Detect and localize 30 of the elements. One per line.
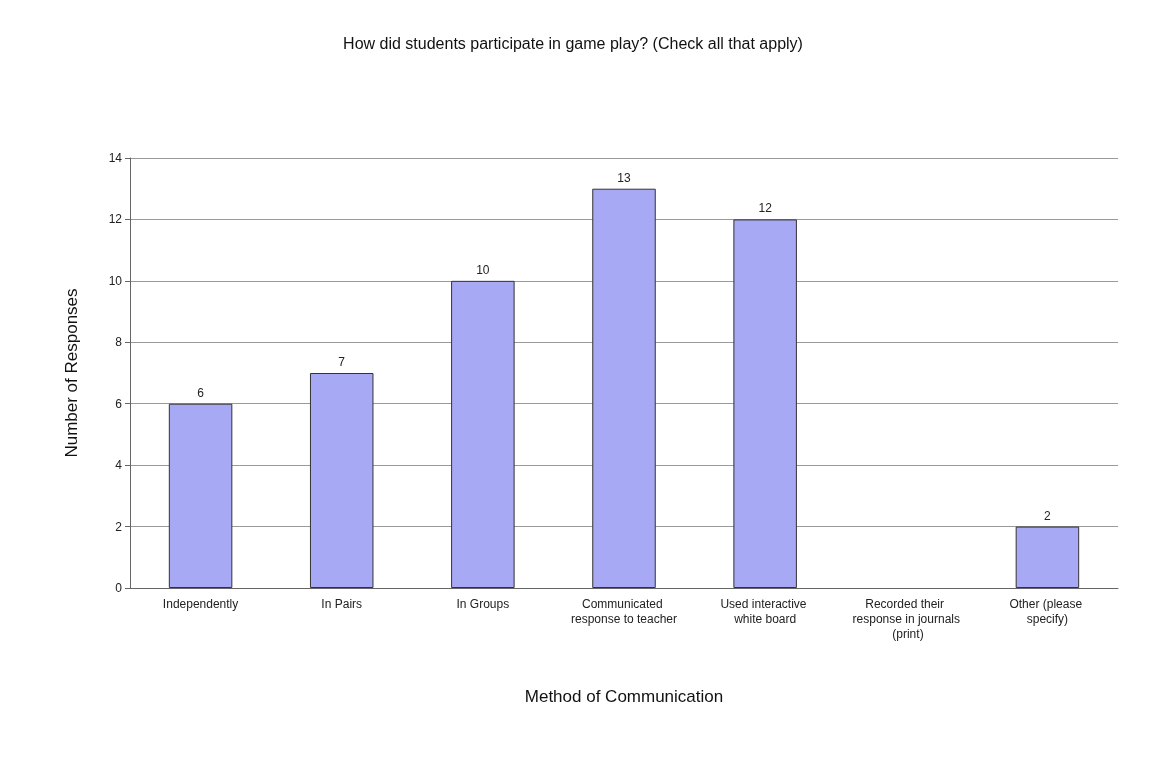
x-tick-label: Recorded their response in journals (print) bbox=[852, 596, 960, 641]
x-tick-label: Independently bbox=[162, 596, 239, 611]
bar bbox=[1015, 526, 1080, 588]
y-tick-label: 8 bbox=[115, 335, 123, 350]
data-label: 13 bbox=[617, 170, 631, 185]
y-tick-label: 2 bbox=[115, 519, 123, 534]
x-tick-label: In Pairs bbox=[321, 596, 363, 611]
data-label: 2 bbox=[1044, 508, 1052, 523]
y-axis-title: Number of Responses bbox=[62, 288, 81, 458]
y-tick-label: 12 bbox=[108, 212, 123, 227]
bar bbox=[733, 219, 797, 588]
bar bbox=[309, 373, 374, 588]
y-tick-label: 4 bbox=[115, 458, 123, 473]
x-tick-label: Used interactive white board bbox=[720, 596, 810, 626]
bar bbox=[592, 188, 656, 588]
data-label: 10 bbox=[476, 262, 490, 277]
data-label: 7 bbox=[338, 355, 346, 369]
bar bbox=[168, 403, 233, 588]
y-tick-label: 14 bbox=[108, 151, 123, 165]
x-tick-label: Communicated response to teacher bbox=[570, 596, 678, 626]
chart-title: How did students participate in game play? (Check all that apply) bbox=[343, 34, 803, 52]
y-tick-label: 6 bbox=[115, 396, 123, 411]
data-label: 6 bbox=[197, 385, 205, 400]
bar bbox=[451, 280, 515, 588]
x-axis-title: Method of Communication bbox=[524, 687, 724, 706]
y-tick-label: 10 bbox=[108, 273, 123, 288]
x-tick-label: In Groups bbox=[456, 596, 510, 611]
y-tick-label: 0 bbox=[115, 581, 123, 595]
data-label: 12 bbox=[758, 201, 773, 216]
x-tick-label: Other (please specify) bbox=[1009, 596, 1086, 626]
